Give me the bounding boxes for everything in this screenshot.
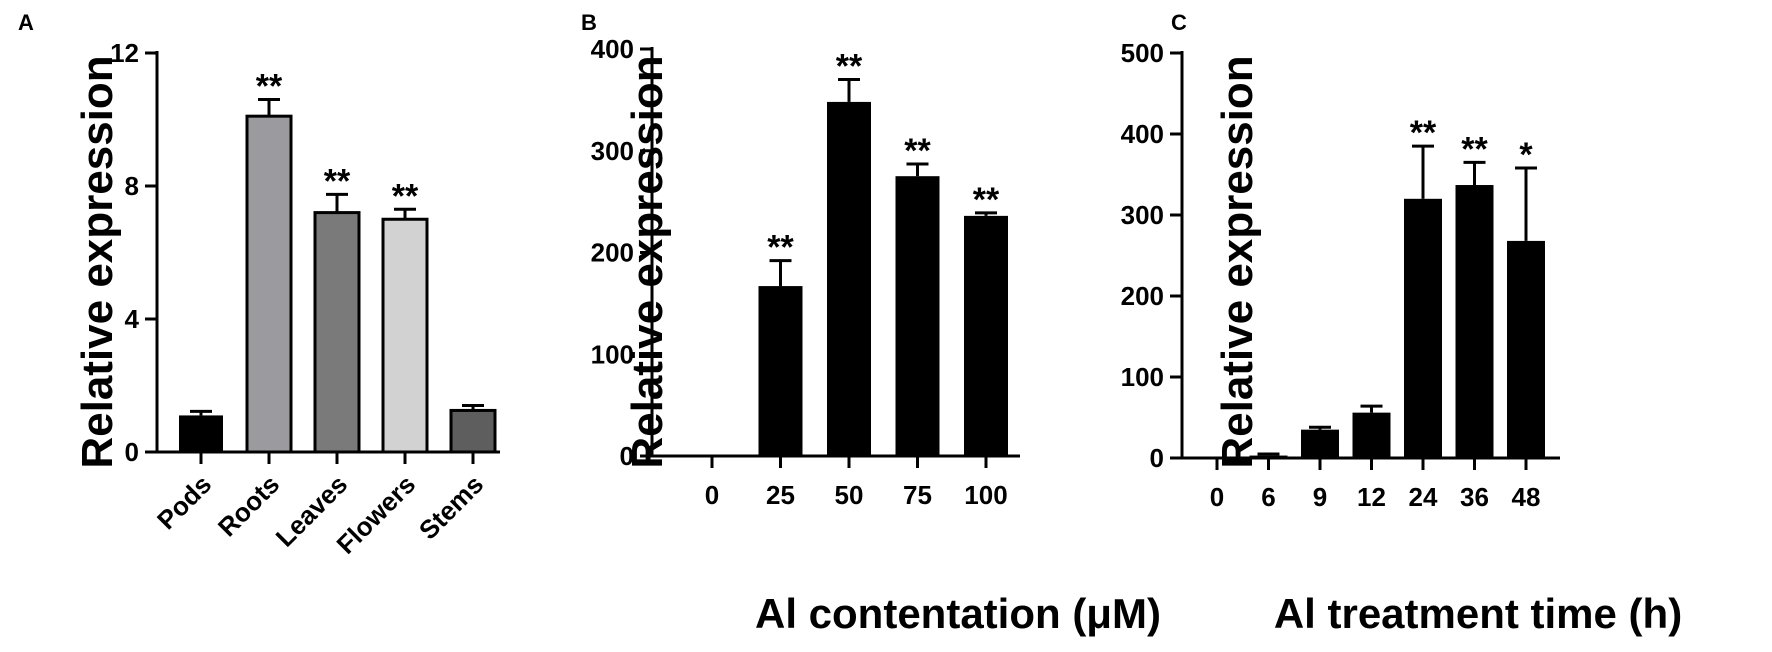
- category-label-a-0: Pods: [151, 469, 217, 535]
- y-tick-label-c-0: 0: [1150, 443, 1164, 473]
- category-label-c-5: 36: [1460, 482, 1489, 512]
- y-axis-label-b: Relative expression: [623, 55, 672, 468]
- y-axis-label-c: Relative expression: [1213, 55, 1262, 468]
- y-tick-label-b-3: 300: [591, 136, 634, 166]
- bar-c-0: [1198, 457, 1236, 458]
- panel-letter-a: A: [18, 10, 34, 35]
- significance-label-c-6: *: [1519, 136, 1533, 174]
- bar-c-6: [1507, 240, 1545, 458]
- category-label-b-2: 50: [835, 480, 864, 510]
- bar-a-1: [245, 114, 293, 454]
- bar-c-4: [1404, 198, 1442, 459]
- y-axis-label-a: Relative expression: [73, 55, 122, 468]
- bars-b: 0 100 200 300 400 0 ** 25 ** 50 ** 75 ** 100: [591, 34, 1020, 510]
- category-label-b-0: 0: [705, 480, 719, 510]
- y-tick-label-c-3: 300: [1121, 200, 1164, 230]
- category-label-c-1: 6: [1261, 482, 1275, 512]
- bar-c-2: [1301, 429, 1339, 458]
- bars-c: 0 100 200 300 400 500 0 6 9 12 ** 24 ** 36 * 48: [1121, 38, 1560, 512]
- panel-b: B Relative expression Al contentation (μ…: [581, 10, 1161, 637]
- bar-a-3: [381, 217, 429, 454]
- y-tick-label-c-2: 200: [1121, 281, 1164, 311]
- significance-label-a-3: **: [392, 177, 419, 215]
- panel-c: C Relative expression Al treatment time …: [1121, 10, 1683, 637]
- category-label-c-0: 0: [1210, 482, 1224, 512]
- x-axis-label-b: Al contentation (μM): [755, 590, 1161, 637]
- significance-label-a-1: **: [256, 68, 283, 106]
- x-axis-label-c: Al treatment time (h): [1274, 590, 1682, 637]
- bar-b-2: [827, 101, 871, 456]
- y-tick-label-c-4: 400: [1121, 119, 1164, 149]
- bar-a-0: [179, 415, 223, 452]
- bar-c-3: [1352, 412, 1391, 458]
- y-tick-label-a-3: 12: [110, 38, 139, 68]
- bar-a-4: [449, 408, 497, 454]
- category-label-b-4: 100: [964, 480, 1007, 510]
- y-tick-label-b-4: 400: [591, 34, 634, 64]
- category-label-c-3: 12: [1357, 482, 1386, 512]
- category-label-b-3: 75: [903, 480, 932, 510]
- panel-a: A Relative expression 04812Pods**Roots**…: [18, 10, 500, 560]
- bar-c-1: [1249, 455, 1288, 458]
- y-tick-label-b-0: 0: [620, 441, 634, 471]
- significance-label-b-3: **: [904, 132, 931, 170]
- significance-label-c-4: **: [1410, 114, 1437, 152]
- y-tick-label-a-1: 4: [125, 304, 140, 334]
- y-tick-label-b-2: 200: [591, 238, 634, 268]
- category-label-c-2: 9: [1313, 482, 1327, 512]
- bar-b-3: [895, 176, 940, 456]
- significance-label-b-2: **: [836, 48, 863, 86]
- y-tick-label-c-5: 500: [1121, 38, 1164, 68]
- bar-b-0: [690, 454, 734, 456]
- significance-label-b-4: **: [973, 181, 1000, 219]
- category-label-b-1: 25: [766, 480, 795, 510]
- significance-label-a-2: **: [324, 162, 351, 200]
- bar-a-2: [313, 211, 361, 454]
- panel-letter-b: B: [581, 10, 597, 35]
- bar-b-1: [758, 286, 803, 456]
- significance-label-c-5: **: [1461, 130, 1488, 168]
- y-tick-label-c-1: 100: [1121, 362, 1164, 392]
- panel-letter-c: C: [1171, 10, 1187, 35]
- bar-c-5: [1455, 185, 1494, 458]
- bar-b-4: [964, 215, 1008, 456]
- category-label-a-4: Stems: [413, 469, 489, 545]
- y-tick-label-b-1: 100: [591, 339, 634, 369]
- category-label-c-6: 48: [1512, 482, 1541, 512]
- y-tick-label-a-0: 0: [125, 437, 139, 467]
- y-tick-label-a-2: 8: [125, 171, 139, 201]
- category-label-c-4: 24: [1409, 482, 1438, 512]
- significance-label-b-1: **: [767, 229, 794, 267]
